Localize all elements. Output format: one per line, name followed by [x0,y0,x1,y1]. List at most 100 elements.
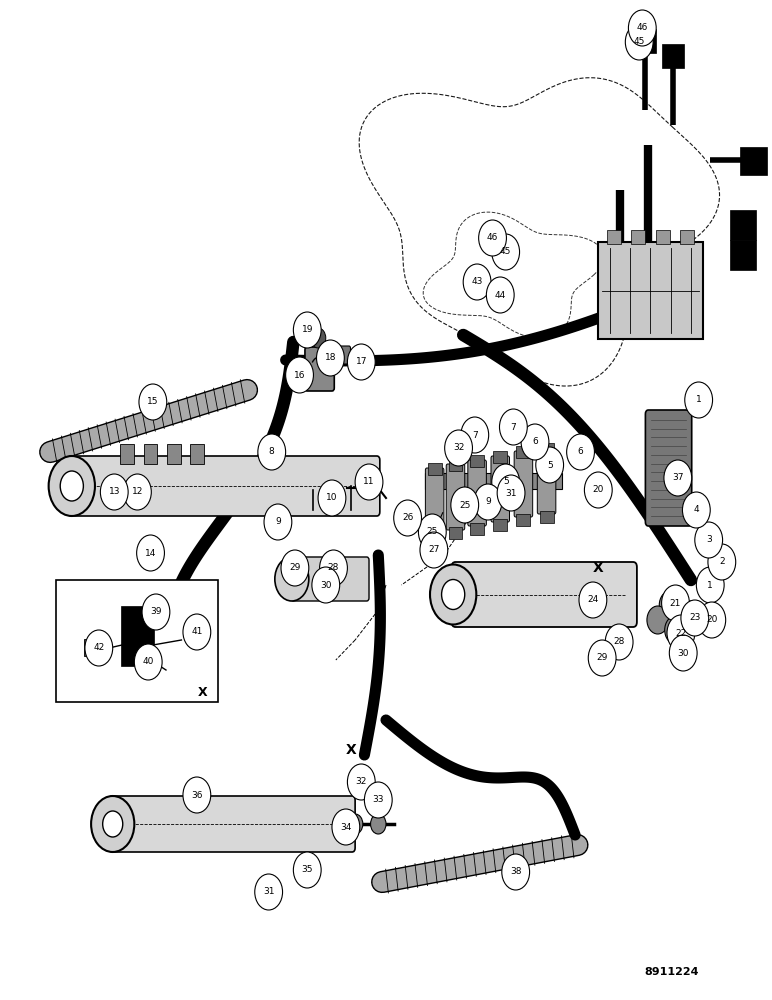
FancyBboxPatch shape [425,473,562,489]
Circle shape [695,522,723,558]
Text: X: X [346,743,357,757]
Circle shape [347,764,375,800]
Text: 4: 4 [693,506,699,514]
Circle shape [183,614,211,650]
Text: 39: 39 [151,607,161,616]
Circle shape [364,782,392,818]
Circle shape [497,475,525,511]
Circle shape [664,460,692,496]
Circle shape [647,606,669,634]
Text: 5: 5 [503,478,509,487]
Text: 32: 32 [453,444,464,452]
Circle shape [625,24,653,60]
Text: 16: 16 [294,370,305,379]
FancyBboxPatch shape [120,444,134,464]
Circle shape [588,640,616,676]
Text: 19: 19 [302,326,313,334]
FancyBboxPatch shape [144,444,157,464]
Text: 30: 30 [320,580,331,589]
FancyBboxPatch shape [516,446,530,458]
Circle shape [281,550,309,586]
FancyBboxPatch shape [425,468,444,534]
Circle shape [662,585,689,621]
Circle shape [579,582,607,618]
Text: 45: 45 [634,37,645,46]
Circle shape [317,340,344,376]
Text: 31: 31 [263,888,274,896]
Text: 12: 12 [132,488,143,496]
FancyBboxPatch shape [631,230,645,244]
Text: 36: 36 [191,790,202,800]
FancyBboxPatch shape [111,796,355,852]
Text: 38: 38 [510,867,521,876]
FancyBboxPatch shape [470,455,484,467]
FancyBboxPatch shape [730,240,756,270]
Circle shape [275,557,309,601]
FancyBboxPatch shape [305,347,334,391]
FancyBboxPatch shape [662,44,684,68]
Text: 33: 33 [373,796,384,804]
FancyBboxPatch shape [452,562,637,627]
Text: 10: 10 [327,493,337,502]
Text: 2: 2 [719,558,725,566]
FancyBboxPatch shape [449,459,462,471]
Text: 9: 9 [275,518,281,526]
FancyBboxPatch shape [730,210,756,240]
Circle shape [682,492,710,528]
Text: 1: 1 [707,580,713,589]
Circle shape [430,564,476,624]
Text: 46: 46 [487,233,498,242]
Circle shape [681,600,709,636]
Text: 7: 7 [472,430,478,440]
Text: 41: 41 [191,628,202,637]
Circle shape [492,234,520,270]
Circle shape [696,567,724,603]
Circle shape [139,384,167,420]
Text: 8911224: 8911224 [645,967,699,977]
FancyBboxPatch shape [73,456,380,516]
Text: 30: 30 [678,648,689,658]
Circle shape [142,594,170,630]
Circle shape [286,357,313,393]
FancyBboxPatch shape [121,606,154,666]
Circle shape [451,487,479,523]
FancyBboxPatch shape [645,410,692,526]
Circle shape [680,601,702,629]
FancyBboxPatch shape [167,444,181,464]
Text: X: X [593,561,604,575]
Circle shape [255,874,283,910]
Text: 25: 25 [427,528,438,536]
Text: 46: 46 [637,23,648,32]
FancyBboxPatch shape [446,464,465,530]
Text: 31: 31 [506,488,516,497]
Circle shape [258,434,286,470]
Text: 9: 9 [485,497,491,506]
FancyBboxPatch shape [493,451,507,463]
Text: 35: 35 [302,865,313,874]
Circle shape [584,472,612,508]
FancyBboxPatch shape [635,29,656,53]
Text: 32: 32 [356,778,367,786]
Circle shape [669,635,697,671]
Circle shape [355,464,383,500]
Text: 24: 24 [587,595,598,604]
Circle shape [134,644,162,680]
Circle shape [347,814,363,834]
Text: 18: 18 [325,354,336,362]
FancyBboxPatch shape [428,463,442,475]
Circle shape [420,532,448,568]
Circle shape [124,474,151,510]
Text: 37: 37 [672,474,683,483]
FancyBboxPatch shape [491,456,510,522]
Circle shape [103,811,123,837]
Circle shape [665,616,686,644]
Text: 13: 13 [109,488,120,496]
Circle shape [264,504,292,540]
FancyBboxPatch shape [607,230,621,244]
Text: 23: 23 [689,613,700,622]
Circle shape [60,471,83,501]
Circle shape [293,852,321,888]
Text: 1: 1 [696,395,702,404]
Text: 6: 6 [577,448,584,456]
Circle shape [183,777,211,813]
